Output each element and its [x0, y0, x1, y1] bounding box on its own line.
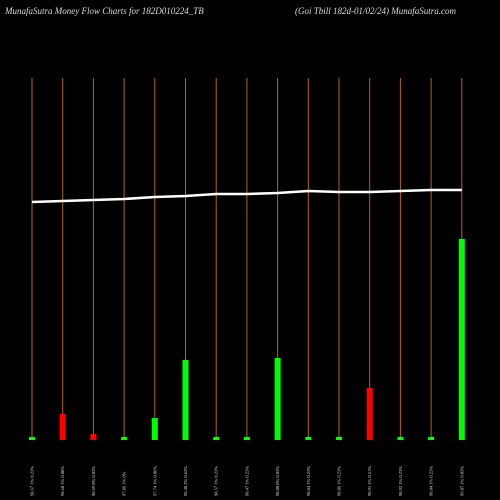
- bar: [397, 437, 404, 440]
- x-tick-label: 98.84 1% 0.23%: [429, 466, 434, 496]
- x-tick-label: 98.57 1% 0.23%: [214, 466, 219, 496]
- x-tick-label: 98.47 1% 0.23%: [244, 466, 249, 496]
- bar: [182, 360, 189, 440]
- x-tick-label: 98.69 0% 0.02%: [91, 466, 96, 496]
- chart-title: MunafaSutra Money Flow Charts for 182D01…: [4, 6, 204, 16]
- bar: [29, 437, 35, 440]
- x-tick-label: 98.48 2% 0.62%: [183, 466, 188, 496]
- bar: [428, 437, 435, 440]
- money-flow-line: [31, 188, 462, 204]
- bar: [90, 434, 97, 440]
- x-tick-label: 98.92 1% 0.23%: [398, 466, 403, 496]
- bar: [366, 388, 373, 440]
- bar: [458, 239, 465, 440]
- x-tick-label: 98.67 1% 0.23%: [30, 466, 35, 496]
- bar: [121, 437, 128, 440]
- bar: [305, 437, 312, 440]
- bar: [336, 437, 342, 440]
- x-tick-label: 98.91 1% 0.51%: [367, 466, 372, 496]
- bar: [213, 437, 220, 440]
- bar: [274, 358, 281, 440]
- bar: [243, 437, 250, 440]
- x-tick-label: 98.86 1% 0.23%: [337, 466, 342, 496]
- chart-subtitle: (Goi Tbill 182d-01/02/24) MunafaSutra.co…: [295, 6, 456, 16]
- x-tick-label: 99.87 1% 0.05%: [459, 466, 464, 496]
- bar: [59, 414, 66, 440]
- x-tick-label: 97.86 1% 0%: [122, 471, 127, 496]
- x-tick-label: 97.74 1% 0.06%: [152, 466, 157, 496]
- x-tick-label: 98.84 1% 0.23%: [306, 466, 311, 496]
- x-tick-label: 98.80 0% 0.05%: [275, 466, 280, 496]
- bar: [151, 418, 158, 440]
- x-tick-label: 98.68 1% 0.08%: [60, 466, 65, 496]
